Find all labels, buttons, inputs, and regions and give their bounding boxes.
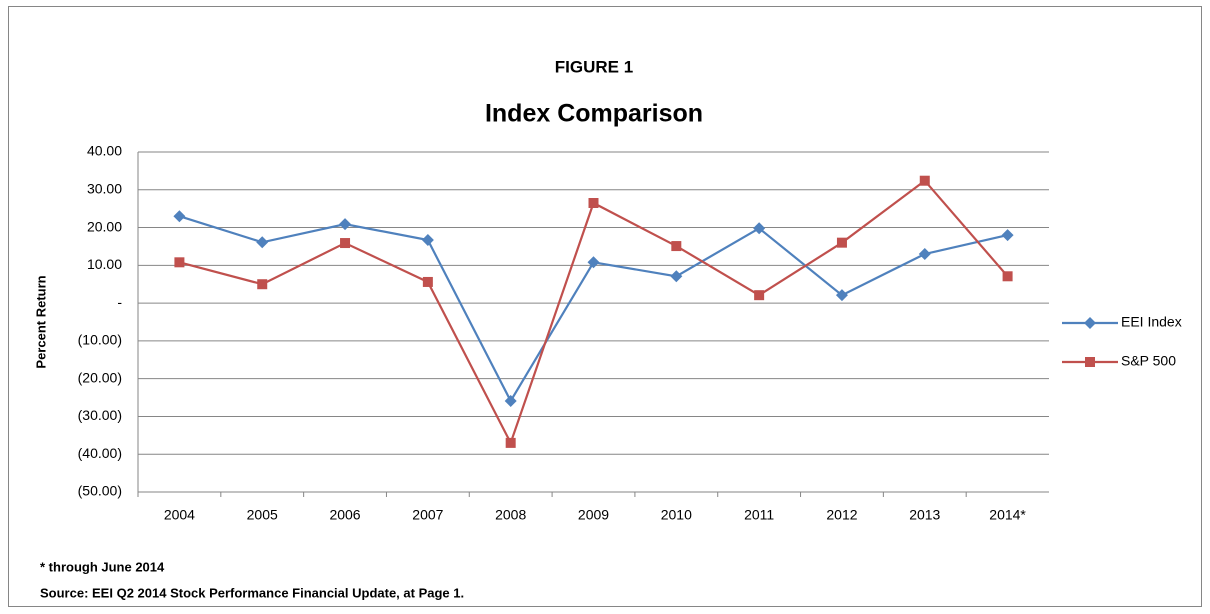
y-axis-label: Percent Return xyxy=(33,275,48,368)
y-tick-label: 40.00 xyxy=(87,143,122,159)
point xyxy=(835,289,848,302)
y-tick-label: - xyxy=(117,294,122,310)
point xyxy=(587,256,600,269)
x-tick-label: 2010 xyxy=(661,507,692,523)
point xyxy=(173,210,186,223)
y-tick-label: (30.00) xyxy=(78,407,122,423)
y-tick-label: (40.00) xyxy=(78,445,122,461)
point xyxy=(1001,229,1014,242)
x-tick-label: 2011 xyxy=(744,507,774,523)
point xyxy=(671,241,682,252)
x-tick-label: 2014* xyxy=(989,507,1026,523)
point xyxy=(257,279,268,290)
y-tick-label: 20.00 xyxy=(87,218,122,234)
source-note: Source: EEI Q2 2014 Stock Performance Fi… xyxy=(40,585,464,600)
point xyxy=(422,276,433,287)
point xyxy=(1084,317,1096,329)
point xyxy=(505,437,516,448)
point xyxy=(919,175,930,186)
x-tick-label: 2005 xyxy=(247,507,278,523)
point xyxy=(588,198,599,208)
point xyxy=(174,257,185,268)
legend-label: S&P 500 xyxy=(1121,353,1176,369)
y-tick-label: (10.00) xyxy=(78,332,122,348)
y-tick-label: 30.00 xyxy=(87,180,122,196)
y-tick-label: 10.00 xyxy=(87,256,122,272)
x-tick-label: 2006 xyxy=(329,507,360,523)
x-tick-label: 2007 xyxy=(412,507,443,523)
x-tick-label: 2009 xyxy=(578,507,609,523)
point xyxy=(836,237,847,248)
point xyxy=(504,394,517,407)
point xyxy=(918,248,931,260)
point xyxy=(339,218,352,231)
chart-title: Index Comparison xyxy=(485,100,703,128)
x-tick-label: 2012 xyxy=(826,507,857,523)
legend-label: EEI Index xyxy=(1121,314,1182,330)
point xyxy=(670,270,683,283)
x-tick-label: 2013 xyxy=(909,507,940,523)
point xyxy=(421,234,434,247)
chart-border xyxy=(8,6,1202,607)
y-tick-label: (50.00) xyxy=(78,483,122,499)
y-tick-label: (20.00) xyxy=(78,369,122,385)
x-tick-label: 2008 xyxy=(495,507,526,523)
chart-supertitle: FIGURE 1 xyxy=(555,57,633,76)
point xyxy=(1085,357,1095,367)
point xyxy=(1002,271,1013,282)
point xyxy=(754,290,765,301)
point xyxy=(340,238,351,249)
x-tick-label: 2004 xyxy=(164,507,195,523)
point xyxy=(753,222,766,235)
footnote: * through June 2014 xyxy=(40,559,165,574)
point xyxy=(256,236,269,249)
